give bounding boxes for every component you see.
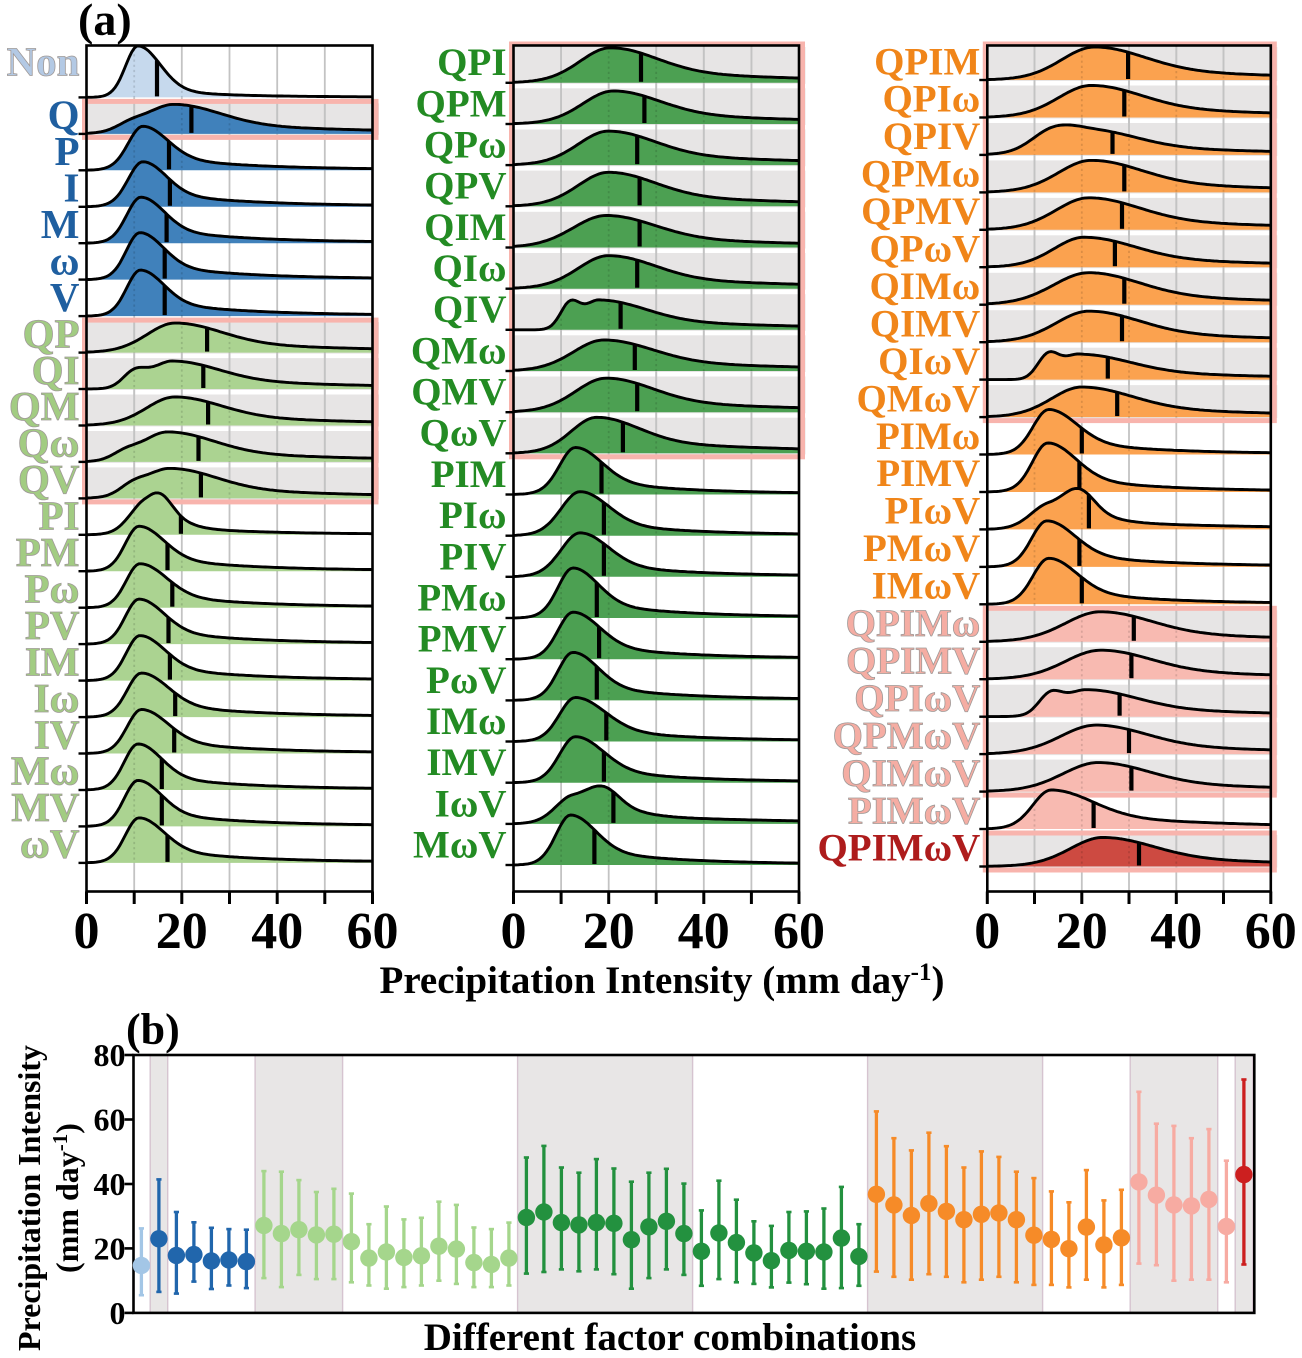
svg-text:QPIMωV: QPIMωV bbox=[817, 827, 980, 870]
svg-text:20: 20 bbox=[1056, 903, 1108, 960]
svg-text:V: V bbox=[50, 274, 80, 320]
svg-text:IMωV: IMωV bbox=[872, 565, 981, 608]
svg-text:PIωV: PIωV bbox=[885, 490, 981, 533]
svg-text:PMωV: PMωV bbox=[863, 527, 980, 570]
svg-text:QPIMV: QPIMV bbox=[846, 640, 980, 683]
svg-text:QPMωV: QPMωV bbox=[833, 714, 981, 757]
svg-text:QMω: QMω bbox=[411, 329, 507, 372]
svg-text:P: P bbox=[54, 128, 79, 174]
svg-text:60: 60 bbox=[347, 903, 399, 960]
svg-text:M: M bbox=[41, 201, 80, 247]
svg-text:QIMV: QIMV bbox=[870, 302, 981, 345]
svg-text:QIMω: QIMω bbox=[869, 265, 980, 308]
svg-text:Mω: Mω bbox=[11, 748, 80, 794]
svg-text:ω: ω bbox=[50, 237, 80, 283]
svg-text:PMω: PMω bbox=[417, 576, 506, 619]
svg-text:PMV: PMV bbox=[418, 618, 507, 661]
svg-text:QPIMω: QPIMω bbox=[846, 602, 981, 645]
svg-text:0: 0 bbox=[501, 903, 527, 960]
svg-text:Q: Q bbox=[48, 92, 80, 138]
svg-text:Iω: Iω bbox=[34, 675, 80, 721]
svg-text:QI: QI bbox=[32, 347, 80, 393]
svg-text:QPω: QPω bbox=[424, 124, 507, 167]
svg-text:PIV: PIV bbox=[439, 535, 506, 578]
svg-text:QPI: QPI bbox=[437, 41, 506, 84]
svg-text:MωV: MωV bbox=[413, 823, 506, 866]
svg-text:PIMV: PIMV bbox=[876, 452, 980, 495]
svg-text:Pω: Pω bbox=[24, 566, 79, 612]
svg-text:QP: QP bbox=[23, 310, 80, 356]
svg-text:QPIV: QPIV bbox=[883, 115, 981, 158]
svg-text:60: 60 bbox=[773, 903, 825, 960]
svg-text:PIω: PIω bbox=[439, 494, 507, 537]
svg-text:20: 20 bbox=[583, 903, 635, 960]
svg-text:IM: IM bbox=[25, 638, 80, 684]
svg-text:QPIωV: QPIωV bbox=[854, 677, 980, 720]
svg-text:IMV: IMV bbox=[426, 741, 506, 784]
svg-text:QIV: QIV bbox=[433, 288, 507, 331]
svg-text:QPωV: QPωV bbox=[869, 228, 980, 271]
svg-text:PωV: PωV bbox=[426, 659, 507, 702]
svg-text:QMV: QMV bbox=[411, 371, 506, 414]
svg-text:PI: PI bbox=[39, 493, 80, 539]
svg-text:QPV: QPV bbox=[424, 165, 506, 208]
svg-text:QV: QV bbox=[18, 456, 80, 502]
svg-text:80: 80 bbox=[94, 1037, 126, 1073]
svg-text:40: 40 bbox=[678, 903, 730, 960]
svg-text:Precipitation Intensity (mm da: Precipitation Intensity (mm day-1) bbox=[380, 959, 945, 1002]
svg-text:QIM: QIM bbox=[424, 206, 506, 249]
svg-text:0: 0 bbox=[974, 903, 1000, 960]
svg-text:IMω: IMω bbox=[426, 700, 507, 743]
svg-text:PIMωV: PIMωV bbox=[848, 789, 980, 832]
svg-text:Different factor combinations: Different factor combinations bbox=[424, 1316, 916, 1358]
svg-text:20: 20 bbox=[94, 1230, 126, 1266]
svg-text:PV: PV bbox=[25, 602, 80, 648]
svg-text:60: 60 bbox=[94, 1102, 126, 1138]
svg-text:Precipitation Intensity: Precipitation Intensity bbox=[11, 1045, 47, 1351]
svg-text:QPIω: QPIω bbox=[882, 78, 980, 121]
svg-text:40: 40 bbox=[251, 903, 303, 960]
svg-text:QM: QM bbox=[9, 383, 80, 429]
svg-text:MV: MV bbox=[11, 784, 80, 830]
svg-text:PM: PM bbox=[16, 529, 80, 575]
svg-text:40: 40 bbox=[1150, 903, 1202, 960]
svg-text:QωV: QωV bbox=[419, 412, 506, 455]
svg-text:(a): (a) bbox=[78, 0, 132, 45]
svg-text:40: 40 bbox=[94, 1166, 126, 1202]
svg-text:IV: IV bbox=[34, 711, 80, 757]
svg-text:0: 0 bbox=[110, 1295, 126, 1331]
svg-text:I: I bbox=[64, 165, 80, 211]
svg-text:QIωV: QIωV bbox=[878, 340, 980, 383]
svg-text:ωV: ωV bbox=[20, 821, 80, 867]
svg-text:QPM: QPM bbox=[416, 82, 507, 125]
svg-text:QIMωV: QIMωV bbox=[841, 752, 980, 795]
svg-text:QMωV: QMωV bbox=[856, 377, 980, 420]
svg-text:(b): (b) bbox=[126, 1005, 180, 1054]
svg-text:QPMω: QPMω bbox=[861, 153, 980, 196]
svg-text:20: 20 bbox=[156, 903, 208, 960]
svg-text:60: 60 bbox=[1245, 903, 1297, 960]
svg-text:Qω: Qω bbox=[18, 420, 80, 466]
svg-text:PIM: PIM bbox=[431, 453, 507, 496]
svg-text:QPMV: QPMV bbox=[861, 190, 980, 233]
svg-text:QIω: QIω bbox=[432, 247, 506, 290]
svg-text:QPIM: QPIM bbox=[874, 40, 980, 83]
svg-text:PIMω: PIMω bbox=[876, 415, 980, 458]
svg-text:Non: Non bbox=[7, 38, 80, 84]
svg-text:0: 0 bbox=[74, 903, 100, 960]
svg-text:IωV: IωV bbox=[435, 782, 507, 825]
